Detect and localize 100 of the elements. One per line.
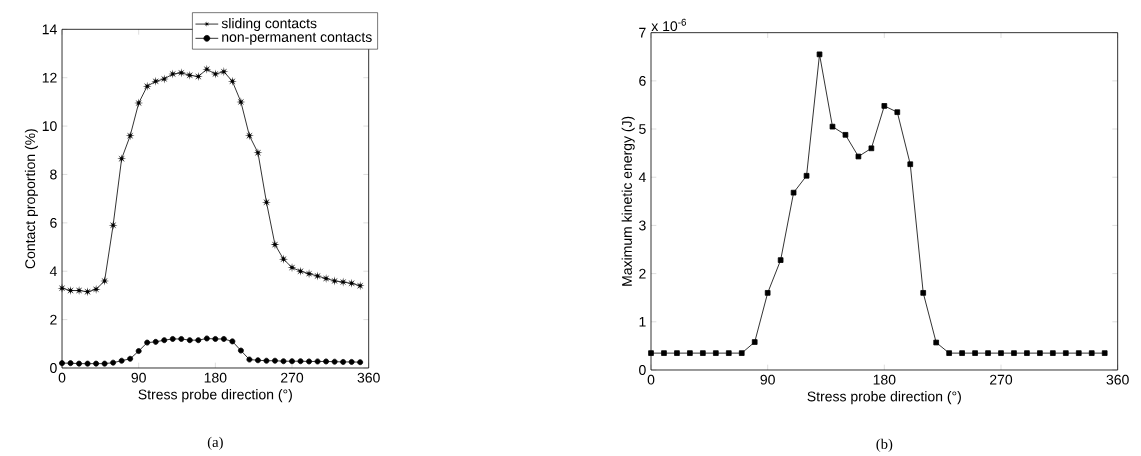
point bbox=[203, 335, 210, 342]
y-tick-label: 2 bbox=[50, 314, 57, 325]
point bbox=[255, 357, 261, 364]
point bbox=[764, 290, 771, 296]
point bbox=[270, 240, 280, 250]
point bbox=[1050, 350, 1056, 356]
point bbox=[946, 350, 952, 356]
point bbox=[287, 263, 297, 273]
point bbox=[74, 286, 84, 296]
point bbox=[829, 123, 836, 130]
y-tick-label: 0 bbox=[639, 365, 646, 375]
point bbox=[357, 359, 364, 366]
x-tick-label: 0 bbox=[647, 374, 655, 385]
y-tick-label: 5 bbox=[639, 124, 646, 134]
point bbox=[101, 360, 108, 367]
point bbox=[894, 109, 901, 115]
point bbox=[135, 348, 142, 354]
point bbox=[674, 350, 680, 356]
point bbox=[1101, 350, 1108, 356]
point bbox=[108, 220, 118, 230]
point bbox=[842, 132, 849, 138]
point bbox=[289, 358, 295, 365]
point bbox=[110, 359, 117, 366]
y-tick-label: 1 bbox=[639, 316, 646, 327]
point bbox=[229, 338, 236, 345]
point bbox=[972, 350, 978, 356]
point bbox=[151, 76, 161, 86]
point bbox=[751, 339, 758, 345]
point bbox=[67, 360, 74, 367]
point bbox=[323, 358, 330, 365]
x-tick-label: 90 bbox=[760, 374, 775, 385]
point bbox=[246, 356, 253, 363]
point bbox=[340, 359, 347, 365]
point bbox=[355, 281, 365, 291]
point bbox=[59, 360, 65, 367]
point bbox=[100, 276, 110, 286]
point bbox=[83, 287, 93, 297]
point bbox=[278, 254, 289, 264]
point bbox=[227, 76, 237, 86]
point bbox=[920, 290, 927, 296]
point bbox=[125, 131, 135, 141]
point bbox=[91, 284, 101, 294]
point bbox=[176, 68, 186, 78]
x-tick-label: 180 bbox=[204, 372, 227, 383]
point bbox=[202, 64, 212, 74]
x-tick-label: 270 bbox=[990, 374, 1013, 385]
x-tick-label: 270 bbox=[281, 372, 304, 383]
point bbox=[118, 357, 125, 364]
point bbox=[161, 337, 168, 344]
point bbox=[76, 360, 82, 367]
point bbox=[777, 257, 784, 263]
point bbox=[186, 337, 193, 344]
x-tick-label: 360 bbox=[357, 372, 380, 383]
point bbox=[700, 350, 706, 356]
point bbox=[193, 71, 203, 82]
point bbox=[803, 172, 810, 179]
text: x 10$^{-6}$ bbox=[651, 18, 687, 32]
x-axis-title: Stress probe direction (°) bbox=[138, 389, 292, 403]
y-tick-label: 0 bbox=[50, 363, 57, 373]
y-tick-label: 4 bbox=[49, 266, 57, 277]
y-tick-label: 12 bbox=[42, 72, 57, 83]
point bbox=[881, 103, 888, 109]
y-tick-label: 6 bbox=[50, 217, 57, 228]
point bbox=[1037, 350, 1043, 356]
point bbox=[998, 350, 1004, 356]
point bbox=[738, 350, 745, 356]
x-tick-label: 0 bbox=[58, 372, 66, 383]
y-axis-title: Contact proportion (%) bbox=[24, 129, 38, 269]
point bbox=[219, 67, 229, 77]
point bbox=[144, 339, 151, 346]
point bbox=[272, 357, 278, 364]
x-axis-title: Stress probe direction (°) bbox=[807, 391, 961, 405]
point bbox=[134, 98, 144, 108]
point bbox=[687, 350, 693, 356]
point bbox=[127, 355, 134, 362]
point bbox=[117, 154, 127, 164]
text: (a) bbox=[207, 436, 223, 450]
point bbox=[985, 350, 991, 356]
point bbox=[142, 81, 152, 91]
y-tick-label: 2 bbox=[639, 268, 646, 279]
point bbox=[306, 358, 312, 365]
point bbox=[169, 336, 176, 342]
legend-label: non-permanent contacts bbox=[222, 32, 372, 45]
point bbox=[661, 350, 667, 356]
point bbox=[244, 131, 254, 141]
y-tick-label: 7 bbox=[639, 27, 646, 38]
text: (b) bbox=[876, 438, 893, 452]
point bbox=[868, 145, 875, 152]
point bbox=[959, 350, 965, 356]
point bbox=[185, 70, 195, 80]
point bbox=[195, 337, 202, 344]
y-tick-label: 14 bbox=[42, 24, 57, 35]
point bbox=[347, 278, 357, 288]
point bbox=[1063, 350, 1069, 356]
point bbox=[220, 336, 227, 342]
x-tick-label: 90 bbox=[131, 372, 146, 383]
point bbox=[212, 336, 219, 342]
point bbox=[790, 189, 797, 196]
legend-label: sliding contacts bbox=[221, 17, 317, 32]
point bbox=[297, 358, 304, 365]
